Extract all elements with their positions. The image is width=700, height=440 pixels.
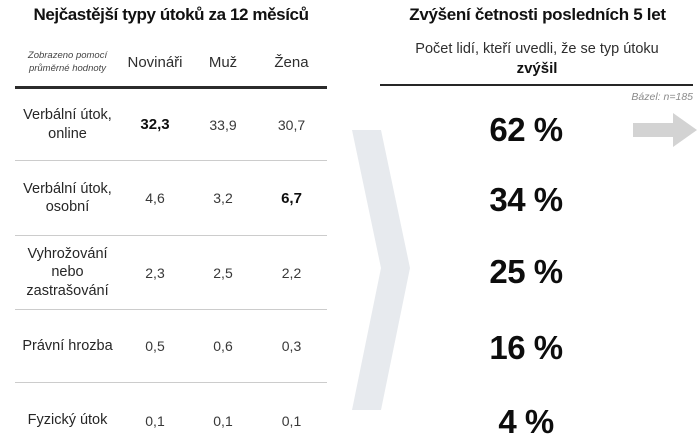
row-label: Fyzický útok: [27, 412, 108, 429]
cell-value: 0,1: [213, 412, 233, 429]
row-label: Verbální útok, osobní: [23, 180, 112, 215]
column-header-novinari: Novináři: [127, 54, 183, 71]
row-label: Vyhrožování nebo zastrašování: [26, 246, 109, 299]
column-header-zena: Žena: [274, 54, 309, 71]
table-row: Verbální útok, online 32,3 33,9 30,7: [15, 89, 327, 161]
table-row: Verbální útok, osobní 4,6 3,2 6,7: [15, 161, 327, 236]
cell-value: 2,5: [213, 264, 233, 281]
sample-base-note: Bázel: n=185: [631, 91, 693, 103]
cell-value: 3,2: [213, 190, 233, 206]
row-label: Právní hrozba: [22, 337, 113, 354]
percentage-value: 34 %: [489, 181, 563, 218]
table-note: Zobrazeno pomocí průměrné hodnoty: [27, 50, 108, 74]
table-row: Vyhrožování nebo zastrašování 2,3 2,5 2,…: [15, 236, 327, 310]
cell-value: 6,7: [281, 189, 302, 207]
cell-value: 30,7: [277, 116, 306, 133]
table-title: Nejčastější typy útoků za 12 měsíců: [33, 5, 309, 24]
cell-value: 2,2: [281, 264, 302, 281]
percentage-value: 16 %: [489, 329, 563, 366]
cell-value: 0,1: [281, 412, 302, 429]
table-row: Fyzický útok 0,1 0,1 0,1: [15, 383, 327, 440]
percentage-value: 62 %: [489, 111, 563, 148]
column-header-muz: Muž: [208, 54, 238, 71]
chevron-right-icon: [345, 125, 415, 420]
increase-subtitle-bold: zvýšil: [516, 60, 558, 77]
cell-value: 2,3: [145, 264, 165, 281]
right-header-divider: [380, 84, 693, 86]
cell-value: 0,1: [145, 412, 165, 429]
cell-value: 0,3: [281, 338, 302, 354]
cell-value: 4,6: [145, 190, 165, 206]
cell-value: 33,9: [209, 116, 237, 133]
cell-value: 0,6: [213, 338, 233, 354]
cell-value: 0,5: [145, 338, 165, 354]
header-divider: [15, 86, 327, 89]
percentage-value: 25 %: [489, 253, 563, 290]
row-label: Verbální útok, online: [23, 107, 112, 142]
cell-value: 32,3: [140, 116, 170, 133]
increase-subtitle: Počet lidí, kteří uvedli, že se typ útok…: [415, 41, 659, 57]
arrow-right-icon: [633, 110, 697, 155]
table-header-row: Zobrazeno pomocí průměrné hodnoty Noviná…: [15, 40, 327, 85]
increase-title: Zvýšení četnosti posledních 5 let: [409, 5, 666, 24]
percentage-value: 4 %: [498, 403, 554, 440]
table-row: Právní hrozba 0,5 0,6 0,3: [15, 310, 327, 383]
